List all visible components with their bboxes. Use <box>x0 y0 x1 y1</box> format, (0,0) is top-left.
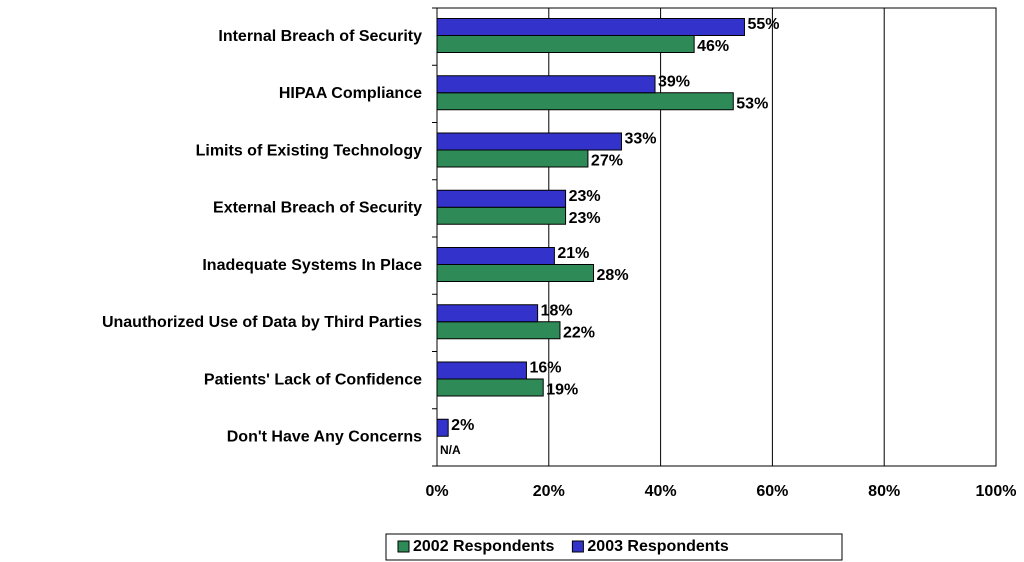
y-tick-label: Patients' Lack of Confidence <box>204 371 422 388</box>
bar <box>436 206 567 225</box>
y-tick-label: Don't Have Any Concerns <box>227 429 422 446</box>
y-tick-label: Unauthorized Use of Data by Third Partie… <box>102 314 422 331</box>
x-tick-label: 60% <box>756 483 788 500</box>
legend-swatch <box>571 540 584 553</box>
bar <box>436 18 745 36</box>
value-label: 27% <box>591 153 623 170</box>
bar <box>436 264 595 282</box>
bar <box>436 92 734 111</box>
value-label: 28% <box>597 267 629 284</box>
x-tick-label: 20% <box>533 483 565 500</box>
legend-swatch <box>397 540 410 553</box>
value-label: 39% <box>658 73 690 90</box>
bar <box>436 35 695 53</box>
bar <box>436 418 449 437</box>
x-tick-label: 0% <box>425 483 448 500</box>
value-label: 33% <box>624 131 656 148</box>
y-tick-label: Limits of Existing Technology <box>196 142 422 159</box>
value-label: 23% <box>569 188 601 205</box>
value-label: 23% <box>569 210 601 227</box>
bar <box>436 75 656 94</box>
value-label: 46% <box>697 38 729 55</box>
value-label: 22% <box>563 324 595 341</box>
value-label: 53% <box>736 95 768 112</box>
value-label: 18% <box>541 302 573 319</box>
bar <box>436 132 622 151</box>
y-tick-label: Inadequate Systems In Place <box>202 257 422 274</box>
y-tick-label: Internal Breach of Security <box>218 28 422 45</box>
bar <box>436 361 527 380</box>
x-tick-label: 80% <box>868 483 900 500</box>
value-label: 19% <box>546 382 578 399</box>
value-label: 16% <box>529 360 561 377</box>
bar <box>436 304 539 323</box>
bar <box>436 189 567 208</box>
value-label: 21% <box>557 245 589 262</box>
bar <box>436 247 555 265</box>
bar <box>436 378 544 397</box>
value-label: N/A <box>440 443 461 457</box>
y-tick-label: HIPAA Compliance <box>279 85 422 102</box>
bar <box>436 321 561 340</box>
value-label: 55% <box>747 16 779 33</box>
y-tick-label: External Breach of Security <box>213 200 422 217</box>
bar <box>436 149 589 168</box>
legend-box <box>385 533 843 561</box>
value-label: 2% <box>451 417 474 434</box>
x-tick-label: 100% <box>976 483 1017 500</box>
legend-label: 2003 Respondents <box>587 538 728 555</box>
x-tick-label: 40% <box>645 483 677 500</box>
legend-label: 2002 Respondents <box>413 538 554 555</box>
